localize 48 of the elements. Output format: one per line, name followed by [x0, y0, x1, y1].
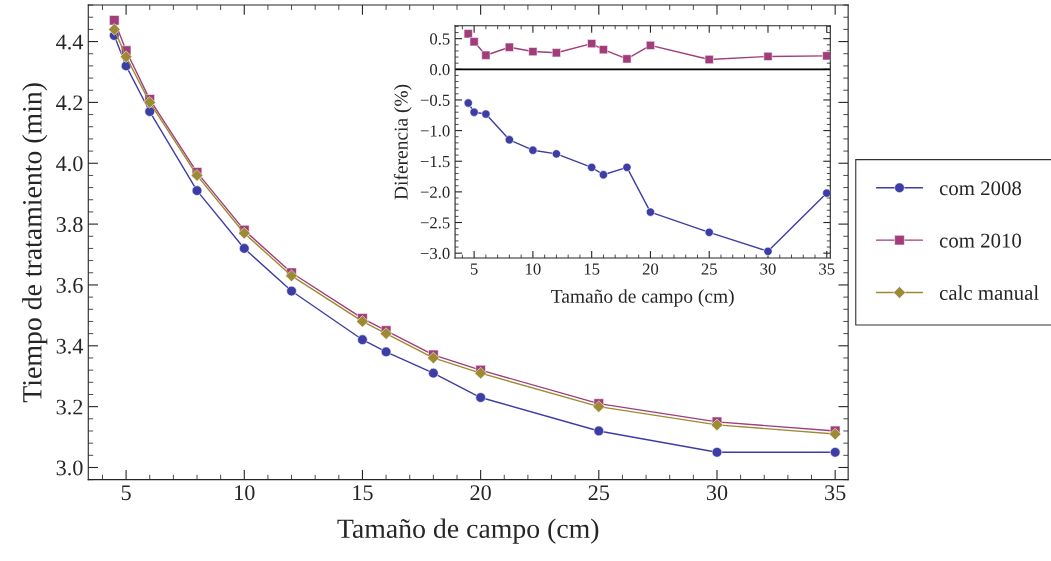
x-tick-label: 15: [353, 485, 373, 501]
x-tick-label: 35: [819, 263, 835, 275]
point: [427, 351, 440, 365]
legend-label: calc manual: [939, 285, 1039, 300]
x-tick-label: 25: [588, 485, 610, 501]
x-tick-label: 30: [706, 485, 728, 501]
point: [592, 400, 605, 413]
point: [190, 169, 204, 182]
y-tick-label: 3.8: [56, 217, 83, 233]
y-axis-title: Diferencia (%): [393, 84, 412, 200]
point: [528, 47, 538, 56]
y-tick-label: 4.2: [56, 95, 83, 111]
point: [828, 427, 842, 441]
point: [646, 40, 655, 50]
y-tick-label: 4.4: [56, 34, 84, 50]
y-tick-label: 3.0: [56, 460, 83, 476]
y-tick-label: −1.5: [420, 156, 450, 168]
y-tick-label: 3.2: [56, 399, 83, 415]
x-tick-label: 5: [121, 485, 131, 501]
legend-label: com 2010: [939, 233, 1022, 248]
x-tick-label: 30: [760, 263, 776, 275]
y-tick-label: 0.5: [430, 33, 450, 45]
point: [504, 42, 514, 52]
x-tick-label: 5: [470, 263, 478, 275]
y-tick-label: −0.5: [420, 94, 450, 106]
y-tick-label: 4.0: [56, 156, 83, 172]
x-axis-title: Tamaño de campo (cm): [337, 518, 599, 544]
x-tick-label: 10: [526, 263, 541, 275]
y-tick-label: −1.0: [420, 125, 450, 137]
y-tick-label: −2.0: [420, 186, 450, 198]
x-axis-title: Tamaño de campo (cm): [551, 289, 734, 307]
x-tick-label: 10: [235, 485, 255, 501]
y-tick-label: −3.0: [420, 247, 450, 260]
y-axis-title: Tiempo de tratamiento (min): [22, 83, 48, 403]
y-tick-label: −2.5: [420, 217, 450, 229]
point: [763, 52, 773, 61]
x-tick-label: 20: [470, 485, 491, 501]
point: [598, 45, 608, 55]
x-tick-label: 25: [701, 263, 717, 275]
point: [109, 15, 120, 26]
x-tick-label: 20: [642, 263, 659, 275]
y-tick-label: 0.0: [430, 64, 450, 76]
legend-label: com 2008: [939, 181, 1022, 196]
x-tick-label: 35: [825, 485, 846, 501]
y-tick-label: 3.6: [56, 277, 83, 293]
point: [379, 327, 393, 340]
y-tick-label: 3.4: [56, 338, 84, 354]
x-tick-label: 15: [584, 263, 600, 275]
